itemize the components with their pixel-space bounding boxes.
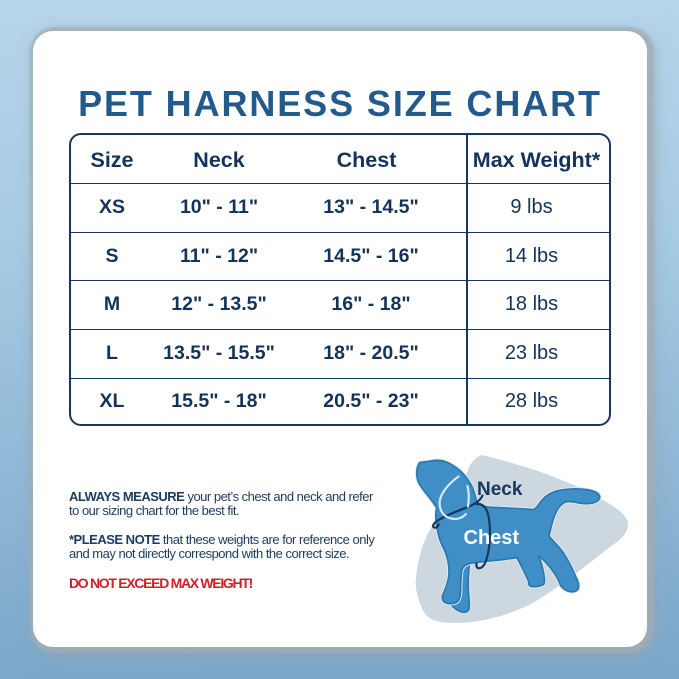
svg-text:Neck: Neck — [477, 479, 523, 500]
svg-text:Chest: Chest — [464, 527, 520, 549]
